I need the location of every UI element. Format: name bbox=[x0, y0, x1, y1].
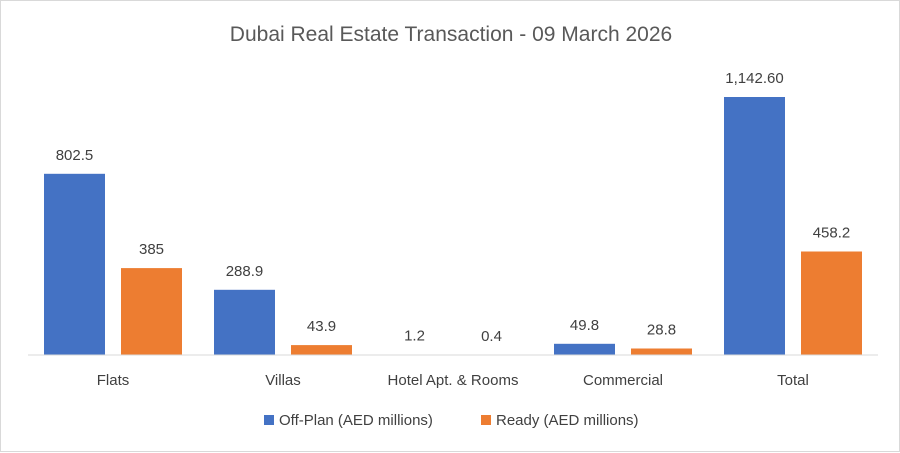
category-label-0: Flats bbox=[97, 372, 130, 389]
bar-ready-3 bbox=[631, 349, 692, 356]
data-label-offplan-0: 802.5 bbox=[56, 147, 94, 164]
legend-swatch-0 bbox=[264, 415, 274, 425]
data-label-ready-2: 0.4 bbox=[481, 328, 502, 345]
data-label-ready-1: 43.9 bbox=[307, 318, 336, 335]
legend: Off-Plan (AED millions) Ready (AED millio… bbox=[264, 412, 639, 429]
data-label-offplan-4: 1,142.60 bbox=[725, 70, 783, 87]
data-label-offplan-1: 288.9 bbox=[226, 263, 264, 280]
bars-group bbox=[44, 97, 862, 355]
data-label-ready-4: 458.2 bbox=[813, 225, 851, 242]
category-label-1: Villas bbox=[265, 372, 301, 389]
bar-offplan-0 bbox=[44, 174, 105, 355]
category-labels-group: Flats Villas Hotel Apt. & Rooms Commercial T… bbox=[97, 372, 809, 389]
legend-label-1: Ready (AED millions) bbox=[496, 412, 639, 429]
category-label-2: Hotel Apt. & Rooms bbox=[388, 372, 519, 389]
category-label-3: Commercial bbox=[583, 372, 663, 389]
bar-ready-4 bbox=[801, 252, 862, 356]
bar-ready-1 bbox=[291, 345, 352, 355]
bar-offplan-4 bbox=[724, 97, 785, 355]
legend-label-0: Off-Plan (AED millions) bbox=[279, 412, 433, 429]
bar-offplan-3 bbox=[554, 344, 615, 355]
legend-swatch-1 bbox=[481, 415, 491, 425]
data-label-offplan-2: 1.2 bbox=[404, 328, 425, 345]
bar-ready-0 bbox=[121, 268, 182, 355]
bar-offplan-1 bbox=[214, 290, 275, 355]
data-label-ready-3: 28.8 bbox=[647, 322, 676, 339]
chart-title: Dubai Real Estate Transaction - 09 March… bbox=[230, 23, 672, 46]
category-label-4: Total bbox=[777, 372, 809, 389]
data-label-offplan-3: 49.8 bbox=[570, 317, 599, 334]
data-label-ready-0: 385 bbox=[139, 241, 164, 258]
